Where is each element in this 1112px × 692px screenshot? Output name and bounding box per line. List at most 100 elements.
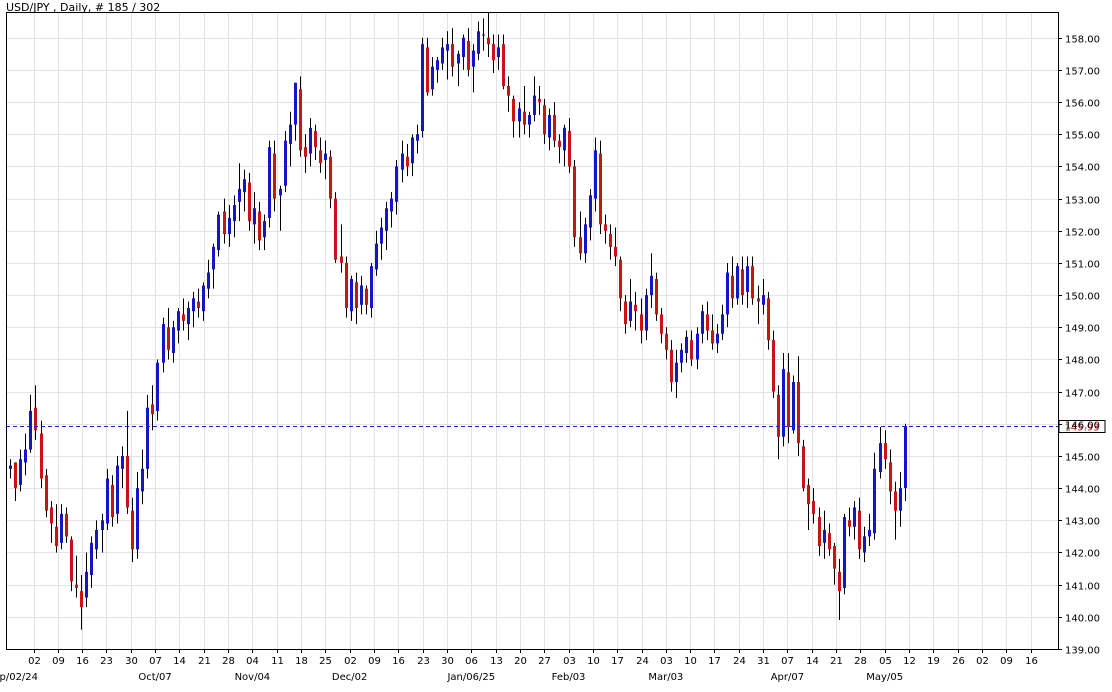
candle-body [818,517,821,547]
candle-body [268,147,271,218]
x-tick-label: 09 [368,656,381,667]
candle-body [70,539,73,582]
candle-body [823,529,826,543]
candle-body [50,507,53,524]
candle-body [197,301,200,308]
candle-body [579,237,582,254]
x-tick-label: 28 [854,656,867,667]
candle-body [665,333,668,350]
x-tick-label: 21 [198,656,211,667]
candle-body [228,217,231,234]
y-tick-label: 148.00 [1065,356,1100,367]
month-label: Dec/02 [332,672,367,683]
candle-body [19,459,22,485]
candle-body [380,227,383,244]
candle-body [416,134,419,141]
candle-body [106,478,109,524]
candle-body [395,166,398,202]
y-tick-label: 142.00 [1065,549,1100,560]
candle-body [558,140,561,148]
candle-body [472,50,475,67]
candle-body [833,546,836,569]
candle-body [172,327,175,354]
x-tick-label: 21 [830,656,843,667]
candle-body [207,272,210,289]
x-tick-label: 02 [344,656,357,667]
candle-body [243,179,246,193]
candle-body [573,166,576,238]
y-tick-label: 155.00 [1065,131,1100,142]
candle-body [690,340,693,360]
y-tick-label: 147.00 [1065,389,1100,400]
candle-body [441,47,444,64]
candle-body [401,153,404,170]
candle-body [390,198,393,212]
price-line-group: 145.93 [6,420,1106,434]
candle-body [299,89,302,151]
candle-body [116,465,119,514]
candle-body [126,455,129,508]
candle-body [253,208,256,225]
month-label: Feb/03 [552,672,586,683]
candle-body [177,311,180,331]
candle-body [685,336,688,354]
y-tick-label: 144.00 [1065,485,1100,496]
x-tick-label: 17 [611,656,624,667]
candle-body [716,333,719,344]
candle-body [65,513,68,537]
x-tick-label: 05 [879,656,892,667]
candle-body [538,98,541,103]
candle-body [853,507,856,527]
candle-body [233,205,236,222]
candle-body [223,211,226,234]
candle-body [258,211,261,241]
y-tick-label: 145.00 [1065,453,1100,464]
candle-body [273,153,276,199]
x-tick-label: 09 [52,656,65,667]
candle-body [792,381,795,431]
x-tick-label: 07 [781,656,794,667]
candle-body [319,150,322,164]
candle-body [762,295,765,305]
candle-body [55,526,58,547]
candle-body [482,34,485,36]
candle-body [741,269,744,296]
candle-body [334,198,337,260]
candle-body [594,150,597,199]
candle-body [101,520,104,530]
candle-body [904,426,907,489]
x-tick-label: 27 [538,656,551,667]
candle-body [802,446,805,489]
candle-body [711,330,714,344]
candle-body [294,82,297,125]
candle-body [90,542,93,576]
candle-body [80,591,83,608]
candle-body [385,208,388,231]
candle-body [365,288,368,305]
x-tick-label: 02 [28,656,41,667]
candle-body [492,44,495,61]
candle-body [14,462,17,489]
candle-body [136,488,139,550]
candle-body [192,298,195,312]
candle-body [40,433,43,479]
candle-body [589,195,592,228]
candle-body [507,85,510,96]
x-tick-label: 18 [295,656,308,667]
candle-body [614,246,617,257]
candle-body [355,282,358,308]
candle-body [446,44,449,51]
month-label: Nov/04 [235,672,271,683]
candle-body [217,214,220,251]
candle-body [131,510,134,550]
candle-body [782,369,785,437]
candle-body [497,47,500,58]
candle-body [45,475,48,511]
y-axis: 139.00 140.00 141.00 142.00 143.00 144.00 145.… [1058,35,1100,657]
candle-body [787,372,790,428]
candle-body [680,349,683,363]
candle-body [370,266,373,308]
x-tick-label: 03 [660,656,673,667]
y-tick-label: 139.00 [1065,646,1100,657]
